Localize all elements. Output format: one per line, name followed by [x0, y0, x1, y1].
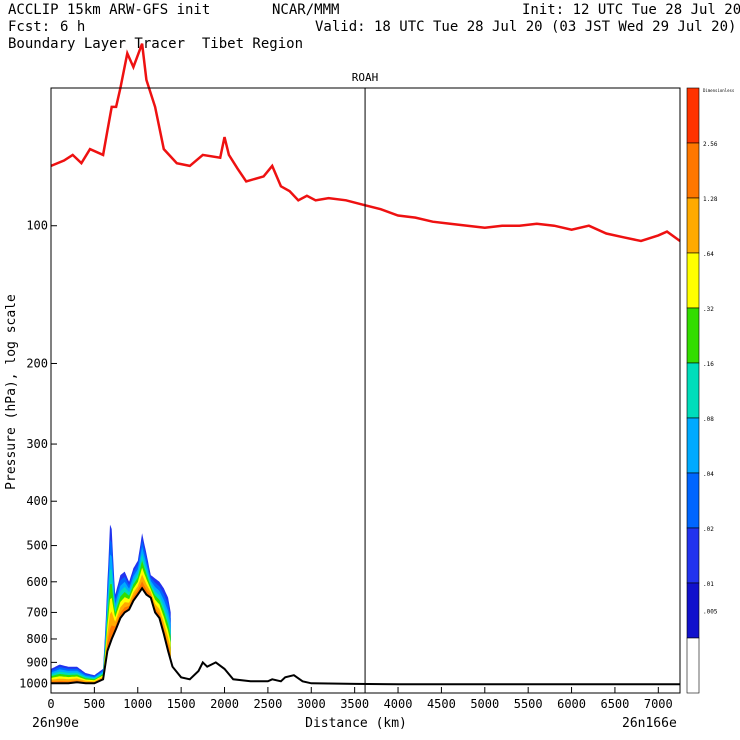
y-tick-label-1: 200: [26, 356, 48, 370]
colorbar-label-6: .08: [703, 416, 714, 423]
y-tick-label-0: 100: [26, 219, 48, 233]
axes: 0 500 1000 1500 2000 2500 3000 3500 4000 4500 5000…: [19, 219, 673, 711]
colorbar-swatch-7: [686, 472, 700, 529]
y-tick-label-3: 400: [26, 494, 48, 508]
colorbar: Dimensionless 2.56 1.28 .64 .32 .16 .08 .04 .02.…: [686, 87, 735, 694]
x-tick-label-6: 3000: [297, 697, 326, 711]
colorbar-label-1: 2.56: [703, 141, 718, 148]
x-start-label: 26n90e: [32, 716, 79, 731]
x-tick-label-4: 2000: [210, 697, 239, 711]
surface-line: [51, 586, 680, 686]
colorbar-label-2: 1.28: [703, 196, 718, 203]
colorbar-label-4: .32: [703, 306, 714, 313]
colorbar-label-8: .02: [703, 526, 714, 533]
colorbar-label-7: .04: [703, 471, 714, 478]
x-tick-label-11: 5500: [514, 697, 543, 711]
x-tick-label-8: 4000: [384, 697, 413, 711]
y-tick-label-6: 700: [26, 605, 48, 619]
chart-title: ROAH: [352, 71, 379, 84]
header-org: NCAR/MMM: [272, 2, 340, 18]
tracer-band-7: [51, 581, 171, 684]
colorbar-label-0: Dimensionless: [703, 88, 735, 93]
y-tick-label-5: 600: [26, 575, 48, 589]
y-tick-label-8: 900: [26, 655, 48, 669]
header-init: Init: 12 UTC Tue 28 Jul 20: [522, 2, 740, 18]
y-tick-label-7: 800: [26, 632, 48, 646]
header-valid: Valid: 18 UTC Tue 28 Jul 20 (03 JST Wed …: [315, 19, 737, 35]
plot-frame: [50, 87, 681, 694]
x-tick-label-9: 4500: [427, 697, 456, 711]
colorbar-label-10: .005: [703, 609, 718, 616]
colorbar-swatch-10: [686, 637, 700, 694]
y-tick-label-2: 300: [26, 437, 48, 451]
x-tick-label-14: 7000: [644, 697, 673, 711]
colorbar-swatch-2: [686, 197, 700, 254]
x-end-label: 26n166e: [622, 716, 677, 731]
x-tick-label-3: 1500: [167, 697, 196, 711]
header-model: ACCLIP 15km ARW-GFS init: [8, 2, 211, 18]
colorbar-swatch-1: [686, 142, 700, 199]
x-axis-label: Distance (km): [305, 716, 407, 731]
x-tick-label-13: 6500: [600, 697, 629, 711]
y-tick-label-4: 500: [26, 539, 48, 553]
profile-lines: [50, 43, 681, 693]
x-tick-label-12: 6000: [557, 697, 586, 711]
colorbar-swatch-3: [686, 252, 700, 309]
y-axis-label: Pressure (hPa), log scale: [4, 294, 19, 490]
colorbar-swatch-4: [686, 307, 700, 364]
colorbar-swatch-6: [686, 417, 700, 474]
x-tick-label-10: 5000: [470, 697, 499, 711]
colorbar-swatch-0: [686, 87, 700, 144]
header-fcst-label: Fcst:: [8, 19, 51, 35]
colorbar-swatch-5: [686, 362, 700, 419]
header-field: Boundary Layer Tracer Tibet Region: [8, 36, 304, 52]
colorbar-swatch-9: [686, 582, 700, 639]
x-tick-label-2: 1000: [123, 697, 152, 711]
y-tick-label-9: 1000: [19, 676, 48, 690]
tropopause-line: [50, 43, 681, 243]
x-tick-label-0: 0: [47, 697, 54, 711]
tracer-fill-layer: [51, 524, 171, 684]
colorbar-label-5: .16: [703, 361, 714, 368]
x-tick-label-5: 2500: [253, 697, 282, 711]
colorbar-label-9: .01: [703, 581, 714, 588]
header-fcst-value: 6 h: [60, 19, 86, 35]
x-tick-label-7: 3500: [340, 697, 369, 711]
colorbar-label-3: .64: [703, 251, 714, 258]
colorbar-swatch-8: [686, 527, 700, 584]
x-tick-label-1: 500: [84, 697, 106, 711]
